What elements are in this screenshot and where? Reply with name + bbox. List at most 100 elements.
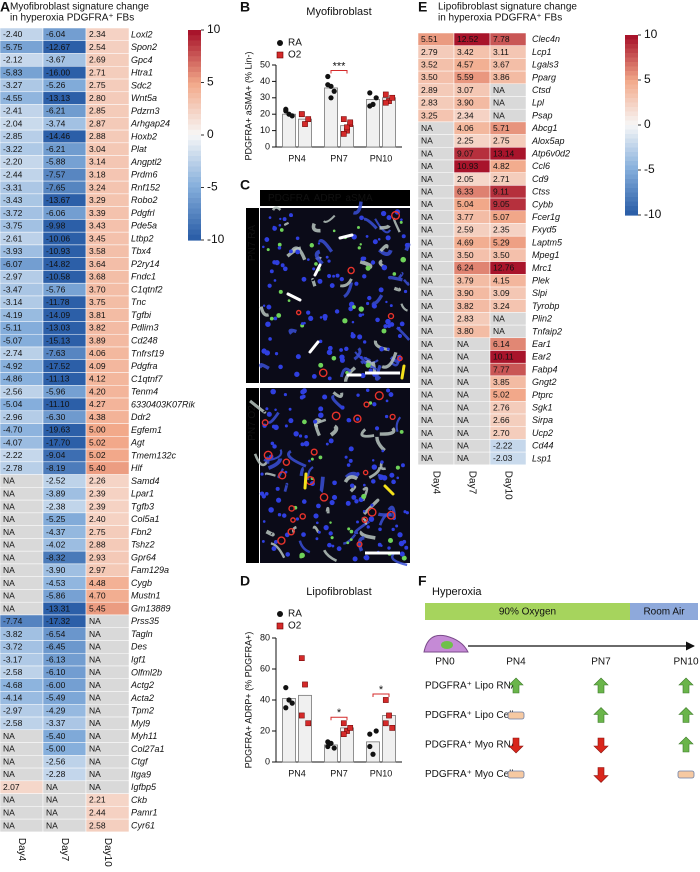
cell-value: 3.42 xyxy=(457,47,474,57)
nucleus xyxy=(372,402,377,407)
data-point xyxy=(331,88,337,94)
y-tick-label: 30 xyxy=(260,92,270,102)
nucleus xyxy=(273,539,278,544)
image-side-label-bg xyxy=(246,208,259,383)
data-point xyxy=(347,725,354,731)
nucleus xyxy=(308,459,311,463)
cell-value: 7.77 xyxy=(493,364,510,374)
cell-value: 7.78 xyxy=(493,34,510,44)
nucleus xyxy=(400,256,407,263)
cell-value: NA xyxy=(421,453,433,463)
nucleus xyxy=(381,328,387,334)
cell-value: -2.41 xyxy=(3,106,23,116)
colorbar-step xyxy=(188,61,201,68)
nucleus xyxy=(299,555,303,559)
nucleus xyxy=(345,370,349,375)
nucleus xyxy=(282,513,287,518)
data-point xyxy=(386,712,392,719)
cell-value: 3.68 xyxy=(89,272,106,282)
tissue-strand xyxy=(374,218,392,234)
gene-name: Ctgf xyxy=(131,757,149,767)
cell-value: NA xyxy=(89,731,101,741)
cell-value: -14.46 xyxy=(46,131,70,141)
gene-name: Atp6v0d2 xyxy=(531,149,570,159)
tissue-strand xyxy=(339,278,353,288)
nucleus xyxy=(271,424,276,429)
phase-bar xyxy=(630,603,698,620)
cell-value: NA xyxy=(3,552,15,562)
nucleus xyxy=(312,267,316,271)
data-point xyxy=(286,697,292,703)
chart-title: Myofibroblast xyxy=(306,6,371,18)
timepoint-label: PN4 xyxy=(506,657,526,668)
cell-value: -19.63 xyxy=(46,425,70,435)
cell-value: 2.34 xyxy=(89,29,106,39)
nucleus xyxy=(380,460,384,464)
cell-value: -2.40 xyxy=(3,29,23,39)
gene-name: Sirpa xyxy=(532,415,553,425)
tissue-strand xyxy=(343,533,357,545)
nucleus xyxy=(403,289,408,294)
nucleus xyxy=(378,527,382,532)
micrograph-bg xyxy=(260,208,410,383)
colorbar-step xyxy=(625,206,638,212)
gene-name: Lsp1 xyxy=(532,453,552,463)
nucleus xyxy=(331,355,337,361)
nucleus xyxy=(397,532,403,538)
nucleus xyxy=(334,309,340,314)
nucleus xyxy=(403,510,407,514)
cell-value: -2.28 xyxy=(46,769,66,779)
cell-value: NA xyxy=(89,718,101,728)
nucleus xyxy=(354,281,359,286)
colorbar-label: -5 xyxy=(644,162,655,176)
colorbar-label: 10 xyxy=(644,27,658,41)
cell-value: 3.45 xyxy=(89,233,106,243)
data-point xyxy=(325,82,331,88)
cell-value: 3.52 xyxy=(421,60,438,70)
colorbar-step xyxy=(188,145,201,152)
nucleus xyxy=(359,243,362,246)
nucleus xyxy=(303,440,310,447)
row-label: PDGFRA⁺ Lipo RNA xyxy=(425,681,518,692)
cell-value: 4.12 xyxy=(89,374,106,384)
cell-value: -3.75 xyxy=(3,221,23,231)
nucleus xyxy=(269,316,274,321)
cell-value: 2.40 xyxy=(89,514,106,524)
nucleus xyxy=(288,407,292,411)
cell-value: -5.26 xyxy=(46,80,66,90)
tissue-strand xyxy=(290,246,307,261)
cell-value: NA xyxy=(46,820,58,830)
colorbar-step xyxy=(188,177,201,183)
colorbar-step xyxy=(625,44,638,50)
phase-label: 90% Oxygen xyxy=(499,607,556,618)
cell-value: -5.75 xyxy=(3,42,23,52)
cell-value: 3.81 xyxy=(89,310,106,320)
colorbar-step xyxy=(625,93,638,99)
cell-value: 5.40 xyxy=(89,463,106,473)
cell-value: 2.39 xyxy=(89,501,106,511)
colorbar-step xyxy=(188,156,201,162)
gene-name: Myl9 xyxy=(131,718,150,728)
gene-name: Ccl6 xyxy=(532,161,550,171)
nucleus xyxy=(389,322,395,327)
nucleus xyxy=(266,304,272,310)
nucleus xyxy=(277,246,282,250)
x-tick-label: PN4 xyxy=(288,153,306,163)
nucleus xyxy=(282,266,288,272)
nucleus xyxy=(358,313,363,318)
panel-title: Lipofibroblast signature change xyxy=(438,2,577,13)
nucleus xyxy=(323,525,329,531)
data-point xyxy=(283,705,289,711)
nucleus xyxy=(329,283,335,288)
nucleus xyxy=(363,554,370,561)
colorbar-step xyxy=(625,143,638,149)
nucleus xyxy=(329,521,332,524)
cell-value: 2.54 xyxy=(89,42,106,52)
cell-value: NA xyxy=(421,212,433,222)
nucleus xyxy=(315,521,319,525)
colorbar-step xyxy=(625,201,638,207)
nucleus xyxy=(272,444,277,449)
tissue-strand xyxy=(270,542,286,559)
nucleus xyxy=(386,215,392,221)
tissue-strand xyxy=(371,361,377,372)
